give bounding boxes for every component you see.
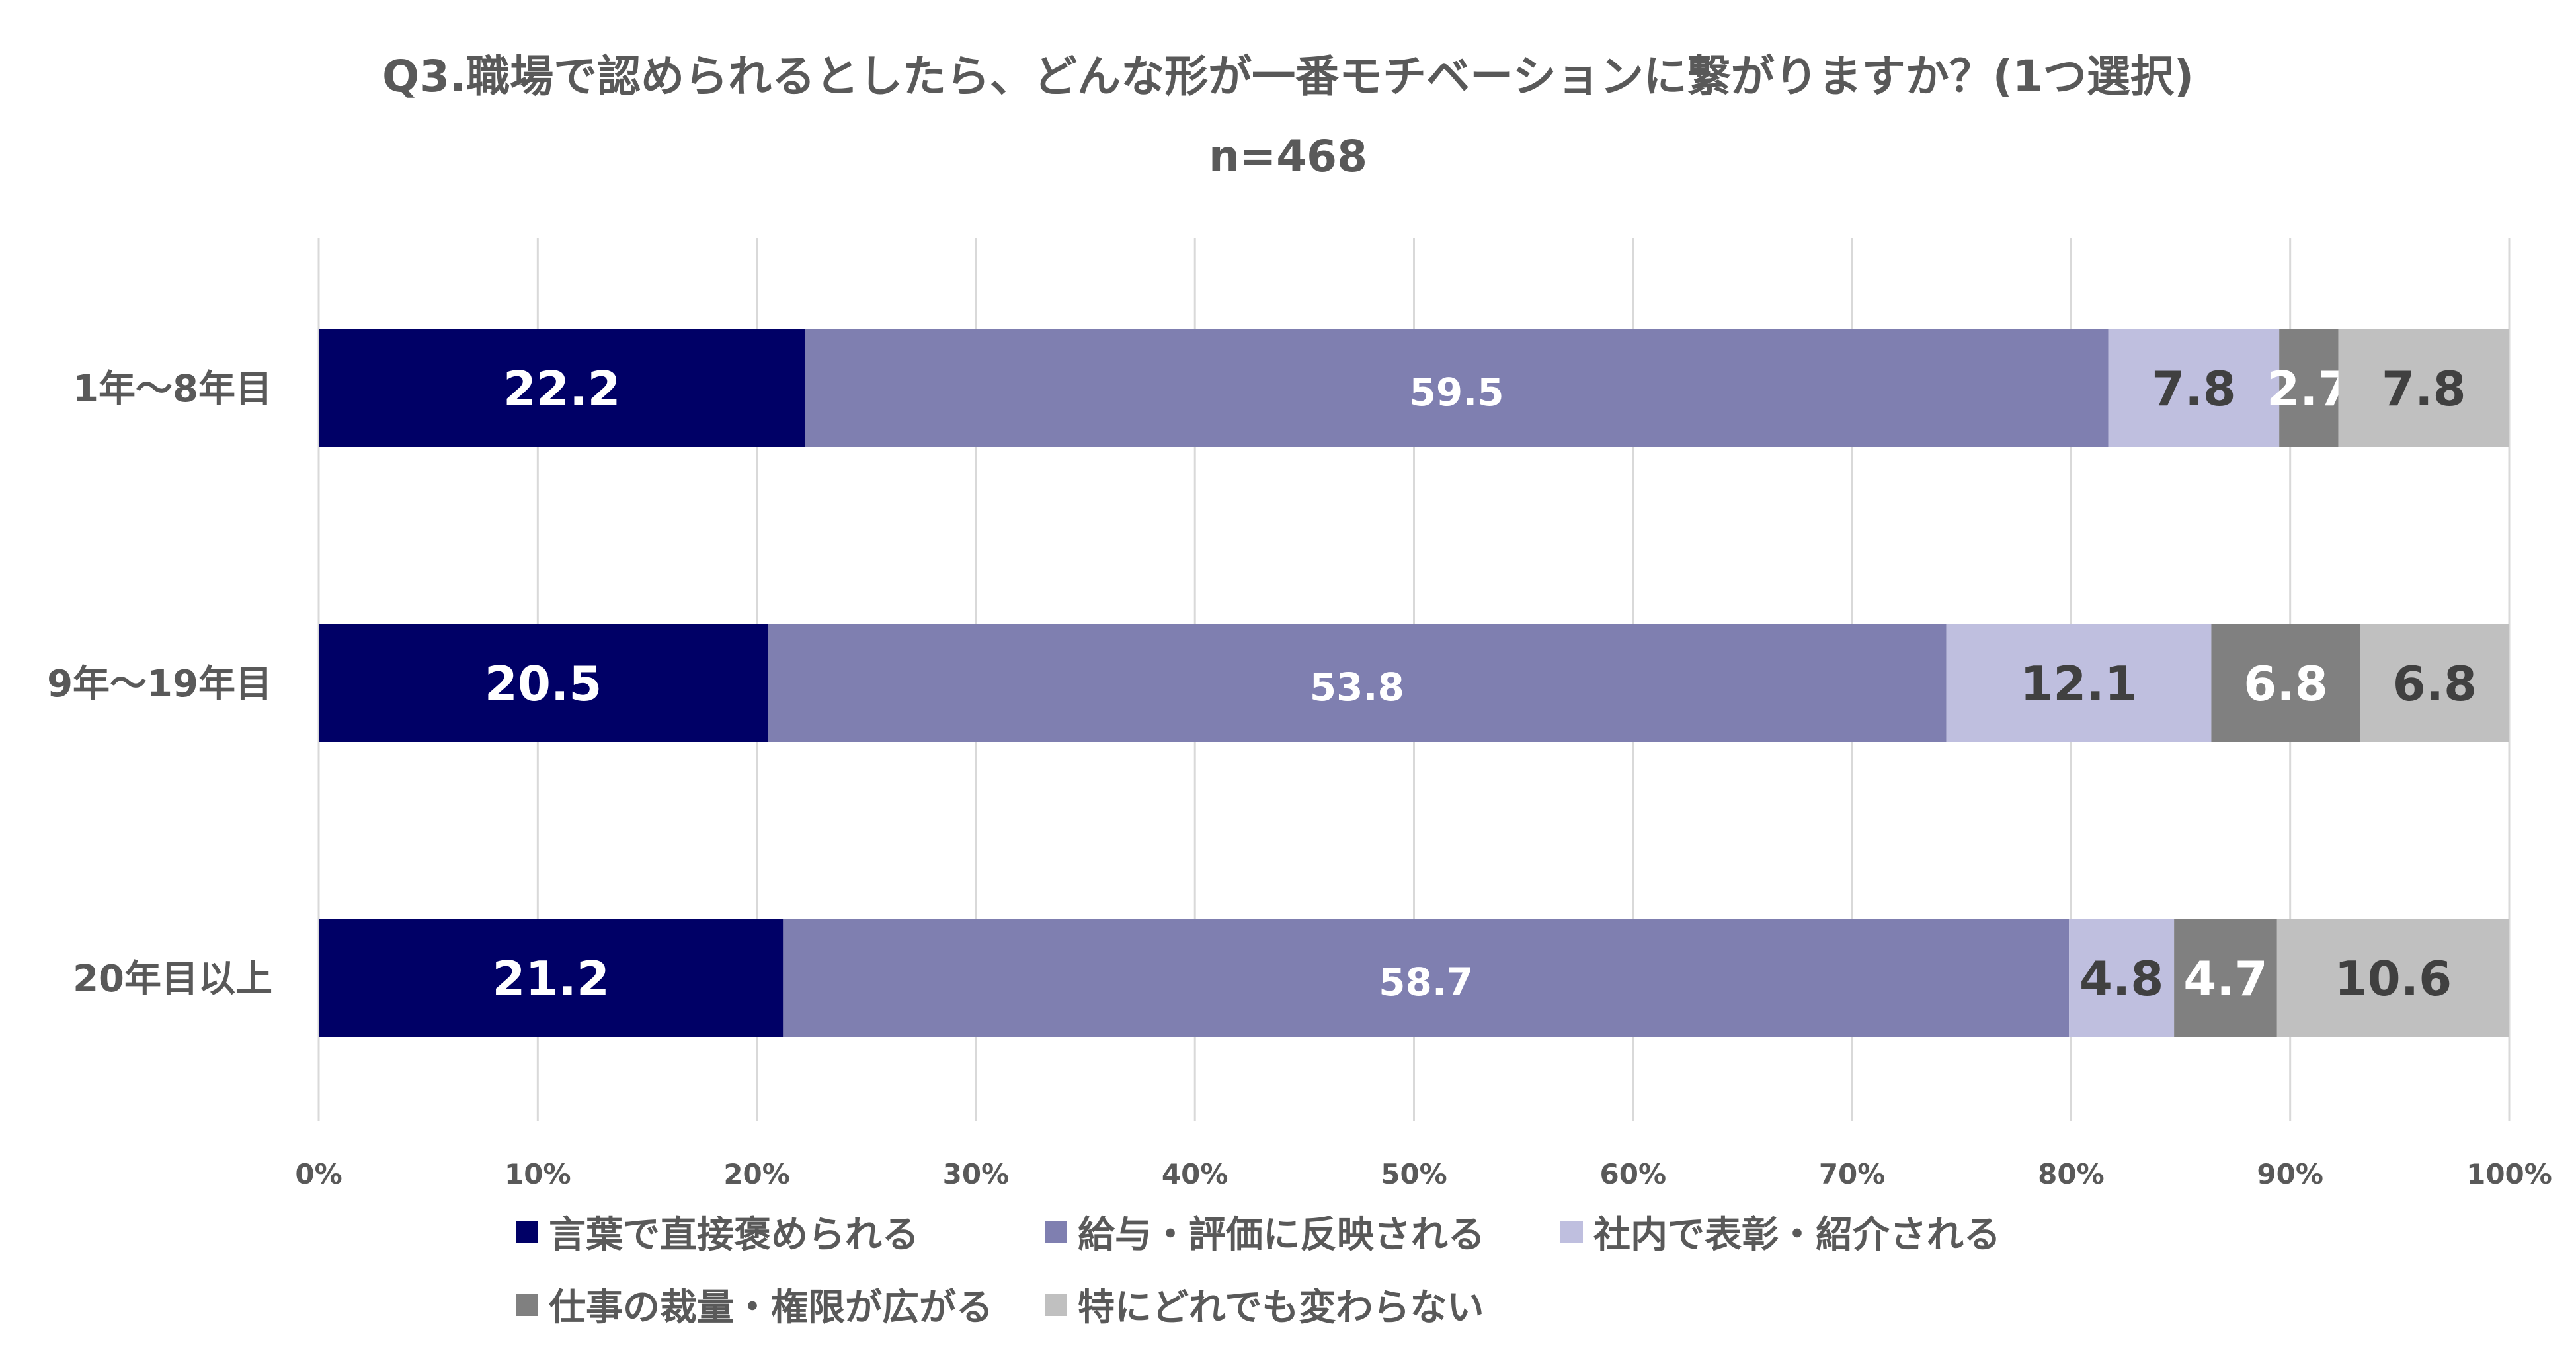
category-label: 9年〜19年目	[47, 663, 272, 706]
legend-swatch	[516, 1220, 538, 1243]
data-label: 10.6	[2335, 951, 2452, 1007]
bar-segment	[2338, 329, 2509, 447]
legend-swatch	[1045, 1293, 1067, 1316]
x-tick-label: 80%	[2038, 1158, 2105, 1190]
legend-swatch	[1045, 1220, 1067, 1243]
chart-title: Q3.職場で認められるとしたら、どんな形が一番モチベーションに繋がりますか？(1…	[382, 51, 2194, 102]
legend-swatch	[1560, 1220, 1583, 1243]
data-label: 21.2	[492, 951, 610, 1007]
bar-segment	[1946, 624, 2212, 742]
x-tick-label: 70%	[1819, 1158, 1886, 1190]
data-label: 4.7	[2183, 951, 2268, 1007]
bar-segment	[319, 624, 768, 742]
data-label: 58.7	[1379, 960, 1473, 1005]
bar-segment	[2276, 919, 2509, 1037]
bar-segment	[2108, 329, 2280, 447]
x-tick-label: 100%	[2466, 1158, 2552, 1190]
bar-segment	[2174, 919, 2277, 1037]
bar-segment	[768, 624, 1947, 742]
data-label: 53.8	[1310, 665, 1404, 710]
category-label: 20年目以上	[73, 958, 272, 1001]
bar-segment	[2279, 329, 2339, 447]
data-label: 6.8	[2243, 656, 2328, 712]
bar-segment	[319, 919, 784, 1037]
chart-subtitle: n=468	[1208, 131, 1368, 182]
legend-item: 給与・評価に反映される	[1045, 1205, 1485, 1258]
data-label: 7.8	[2382, 361, 2466, 417]
legend-label: 給与・評価に反映される	[1078, 1214, 1485, 1257]
legend-item: 言葉で直接褒められる	[516, 1205, 919, 1258]
bar-segment	[2360, 624, 2509, 742]
x-tick-label: 10%	[504, 1158, 571, 1190]
legend-label: 言葉で直接褒められる	[549, 1214, 919, 1257]
x-tick-label: 20%	[723, 1158, 790, 1190]
x-tick-label: 60%	[1600, 1158, 1667, 1190]
legend-label: 社内で表彰・紹介される	[1593, 1214, 2001, 1257]
bar-segment	[805, 329, 2109, 447]
x-tick-label: 0%	[295, 1158, 342, 1190]
x-tick-label: 50%	[1381, 1158, 1447, 1190]
bar-segment	[783, 919, 2070, 1037]
legend-label: 仕事の裁量・権限が広がる	[549, 1286, 993, 1329]
category-label: 1年〜8年目	[73, 368, 272, 411]
x-tick-label: 30%	[943, 1158, 1010, 1190]
legend-swatch	[516, 1293, 538, 1316]
x-tick-label: 40%	[1162, 1158, 1228, 1190]
data-label: 2.7	[2267, 361, 2351, 417]
data-label: 20.5	[485, 656, 602, 712]
bar-segment	[2211, 624, 2360, 742]
x-tick-label: 90%	[2257, 1158, 2323, 1190]
legend-label: 特にどれでも変わらない	[1078, 1286, 1484, 1329]
legend-item: 社内で表彰・紹介される	[1560, 1205, 2001, 1258]
bar-segment	[319, 329, 805, 447]
data-label: 4.8	[2079, 951, 2164, 1007]
data-label: 22.2	[503, 361, 621, 417]
bar-segment	[2069, 919, 2175, 1037]
data-label: 59.5	[1410, 370, 1504, 415]
legend-item: 特にどれでも変わらない	[1045, 1278, 1484, 1331]
legend-item: 仕事の裁量・権限が広がる	[516, 1278, 993, 1331]
data-label: 6.8	[2393, 656, 2477, 712]
data-label: 7.8	[2152, 361, 2236, 417]
data-label: 12.1	[2020, 656, 2138, 712]
